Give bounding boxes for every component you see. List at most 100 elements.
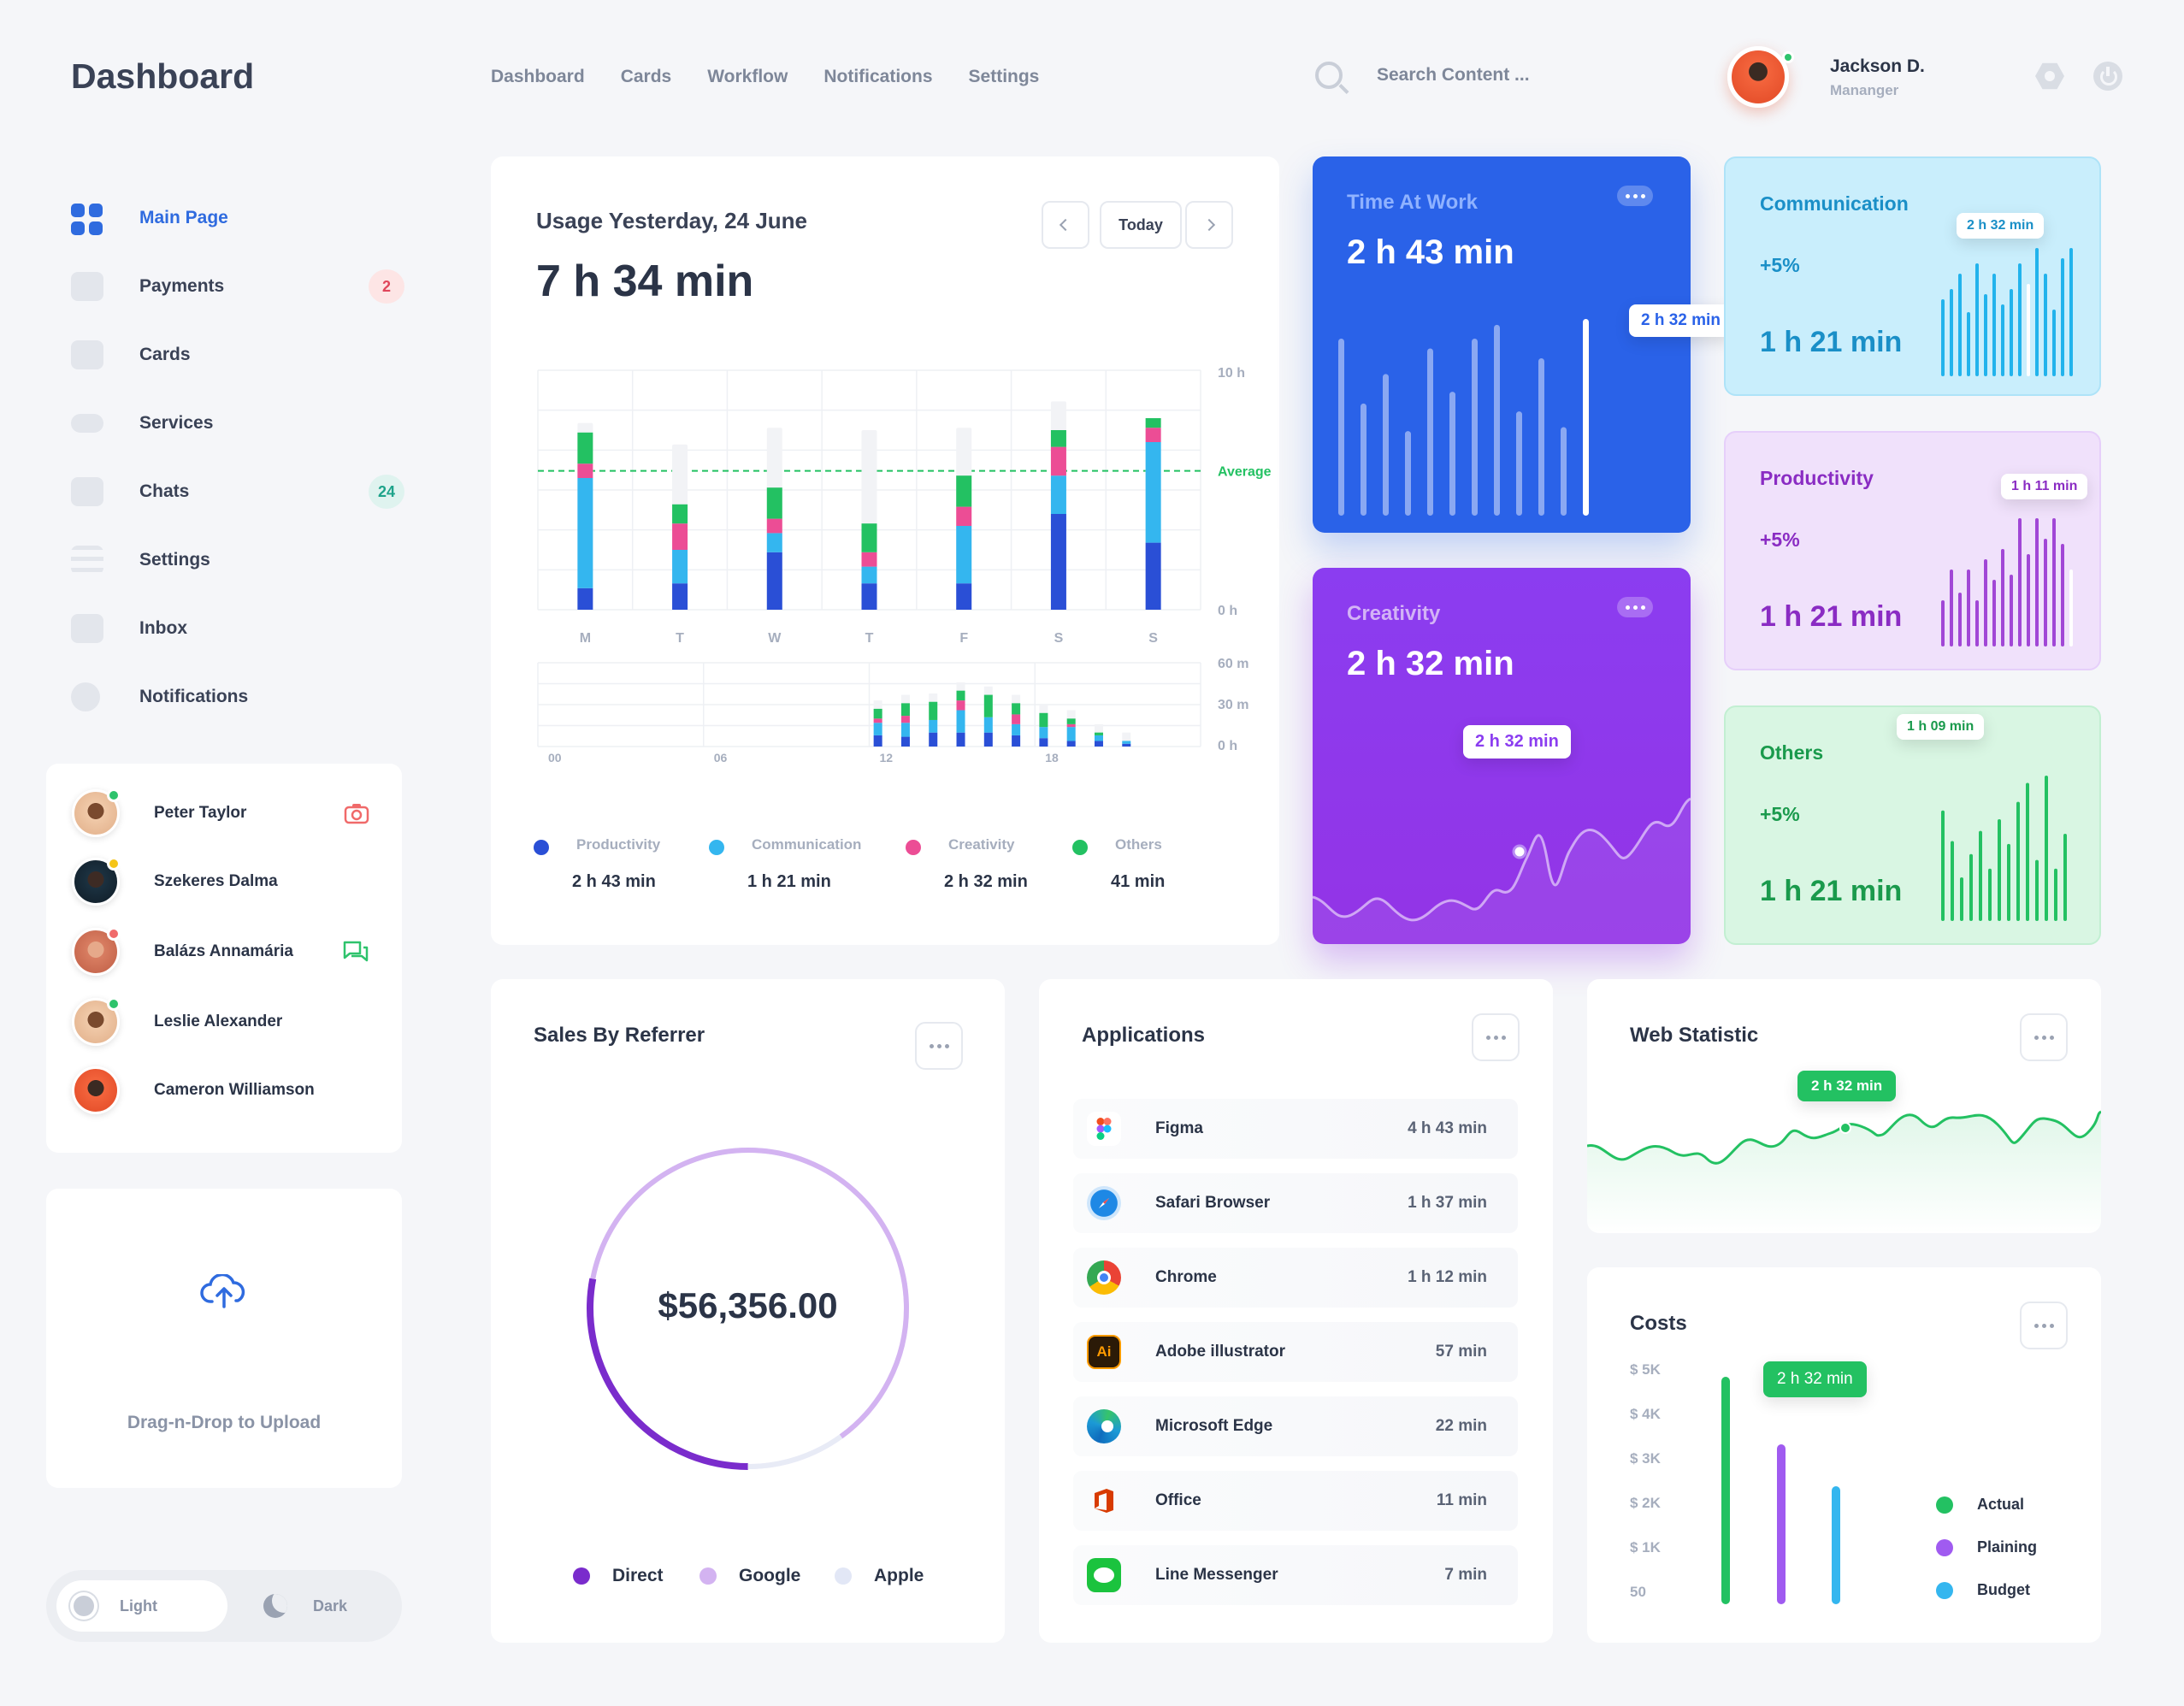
- creativity-card[interactable]: Creativity 2 h 32 min 2 h 32 min: [1313, 568, 1691, 944]
- nav-cards[interactable]: Cards: [620, 67, 672, 86]
- others-bars-bar-2: [1960, 877, 1963, 921]
- contact-name: Peter Taylor: [154, 804, 247, 822]
- camera-icon[interactable]: [344, 802, 369, 824]
- work-bars-bar-8: [1516, 411, 1522, 516]
- work-bars-bar-1: [1361, 403, 1366, 516]
- user-name[interactable]: Jackson D.: [1830, 56, 1925, 76]
- others-bars-bar-7: [2007, 843, 2010, 921]
- costs-tooltip: 2 h 32 min: [1763, 1361, 1867, 1397]
- donut-segment-google: [587, 1148, 909, 1469]
- comm-bars-bar-4: [1975, 263, 1979, 376]
- bar-productivity-0: [577, 587, 593, 610]
- prod-bars-bar-13: [2052, 518, 2056, 646]
- app-row-line[interactable]: Line Messenger 7 min: [1073, 1545, 1518, 1605]
- cost-bar-budget[interactable]: [1832, 1486, 1840, 1604]
- hourly-bar-others-0: [873, 708, 882, 719]
- contact-leslie-alexander[interactable]: Leslie Alexander: [72, 996, 380, 1048]
- sidebar-item-main-page[interactable]: Main Page: [71, 199, 404, 237]
- nav-settings[interactable]: Settings: [968, 67, 1040, 86]
- chevron-right-icon: [1202, 218, 1216, 232]
- creativity-point[interactable]: [1512, 844, 1527, 859]
- app-row-office[interactable]: Office 11 min: [1073, 1471, 1518, 1531]
- avatar[interactable]: [1727, 46, 1789, 108]
- app-row-edge[interactable]: Microsoft Edge 22 min: [1073, 1396, 1518, 1456]
- more-button[interactable]: [2020, 1302, 2068, 1349]
- hourly-bar-others-2: [929, 701, 938, 720]
- hourly-y-tick: 0 h: [1218, 739, 1237, 753]
- nav-workflow[interactable]: Workflow: [707, 67, 788, 86]
- x-tick-label: S: [1054, 631, 1064, 646]
- top-nav: Dashboard Cards Workflow Notifications S…: [491, 67, 1039, 87]
- sidebar-item-chats[interactable]: Chats 24: [71, 473, 404, 511]
- time-at-work-tooltip: 2 h 32 min: [1629, 304, 1732, 337]
- theme-dark-button[interactable]: Dark: [263, 1580, 347, 1632]
- productivity-card[interactable]: Productivity +5% 1 h 21 min 1 h 11 min: [1724, 431, 2101, 670]
- app-row-illustrator[interactable]: Ai Adobe illustrator 57 min: [1073, 1322, 1518, 1382]
- search-icon[interactable]: [1315, 62, 1343, 89]
- hourly-bar-creativity-3: [956, 700, 965, 711]
- prod-bars-bar-0: [1941, 600, 1945, 646]
- cost-y-tick: $ 4K: [1630, 1406, 1661, 1422]
- creativity-tooltip: 2 h 32 min: [1463, 725, 1571, 759]
- legend-dot: [699, 1567, 717, 1585]
- card-icon: [71, 340, 103, 369]
- average-label: Average: [1218, 465, 1272, 480]
- app-row-figma[interactable]: Figma 4 h 43 min: [1073, 1099, 1518, 1159]
- app-row-safari[interactable]: Safari Browser 1 h 37 min: [1073, 1173, 1518, 1233]
- hourly-bar-others-7: [1066, 718, 1076, 724]
- upload-dropzone[interactable]: Drag-n-Drop to Upload: [46, 1189, 402, 1488]
- more-button[interactable]: [1472, 1013, 1520, 1061]
- contact-szekeres-dalma[interactable]: Szekeres Dalma: [72, 856, 380, 907]
- time-at-work-card[interactable]: Time At Work 2 h 43 min: [1313, 156, 1691, 533]
- next-day-button[interactable]: [1185, 201, 1233, 249]
- sidebar-item-settings[interactable]: Settings: [71, 541, 404, 579]
- app-time: 57 min: [1435, 1343, 1487, 1361]
- hourly-y-tick: 30 m: [1218, 698, 1248, 712]
- hourly-bar-productivity-2: [929, 732, 938, 747]
- app-name: Microsoft Edge: [1155, 1417, 1273, 1435]
- nav-notifications[interactable]: Notifications: [823, 67, 933, 86]
- others-bars: [1941, 776, 2067, 921]
- sidebar-item-services[interactable]: Services: [71, 404, 404, 442]
- more-button[interactable]: [1617, 597, 1653, 617]
- sidebar-item-payments[interactable]: Payments 2: [71, 268, 404, 305]
- more-button[interactable]: [1617, 186, 1653, 206]
- communication-bars: [1941, 248, 2073, 376]
- power-icon[interactable]: [2093, 62, 2122, 91]
- chat-icon[interactable]: [342, 940, 369, 964]
- hourly-bar-total-9: [1122, 732, 1131, 747]
- contact-cameron-williamson[interactable]: Cameron Williamson: [72, 1065, 380, 1116]
- work-bars-bar-0: [1338, 339, 1344, 516]
- cost-bar-actual[interactable]: [1721, 1377, 1730, 1604]
- contact-balazs-annamaria[interactable]: Balázs Annamária: [72, 926, 380, 977]
- search-input[interactable]: [1377, 65, 1599, 86]
- sidebar-item-inbox[interactable]: Inbox: [71, 610, 404, 647]
- hourly-bar-productivity-9: [1122, 743, 1131, 747]
- theme-light-button[interactable]: Light: [56, 1580, 227, 1632]
- app-row-chrome[interactable]: Chrome 1 h 12 min: [1073, 1248, 1518, 1308]
- hourly-y-tick: 60 m: [1218, 657, 1248, 671]
- communication-card[interactable]: Communication +5% 1 h 21 min 2 h 32 min: [1724, 156, 2101, 396]
- sidebar-item-cards[interactable]: Cards: [71, 336, 404, 374]
- x-tick-label: W: [768, 631, 782, 646]
- card-title: Creativity: [1347, 602, 1441, 625]
- theme-switch: Light Dark: [46, 1570, 402, 1642]
- nav-dashboard[interactable]: Dashboard: [491, 67, 585, 86]
- cost-bar-planning[interactable]: [1777, 1444, 1786, 1604]
- prod-bars-bar-1: [1950, 570, 1953, 646]
- more-button[interactable]: [915, 1022, 963, 1070]
- x-tick-label: F: [959, 631, 968, 646]
- hourly-bar-communication-4: [983, 717, 993, 733]
- sidebar-item-notifications[interactable]: Notifications: [71, 678, 404, 716]
- settings-hex-icon[interactable]: [2035, 62, 2064, 90]
- cost-y-tick: $ 3K: [1630, 1450, 1661, 1467]
- today-button[interactable]: Today: [1100, 201, 1182, 249]
- creativity-line-chart: [1313, 797, 1691, 944]
- others-card[interactable]: Others +5% 1 h 21 min 1 h 09 min: [1724, 705, 2101, 945]
- more-button[interactable]: [2020, 1013, 2068, 1061]
- figma-icon: [1087, 1112, 1121, 1146]
- prev-day-button[interactable]: [1042, 201, 1089, 249]
- web-statistic-point[interactable]: [1839, 1122, 1851, 1134]
- work-bars-bar-3: [1405, 431, 1411, 516]
- contact-peter-taylor[interactable]: Peter Taylor: [72, 788, 380, 839]
